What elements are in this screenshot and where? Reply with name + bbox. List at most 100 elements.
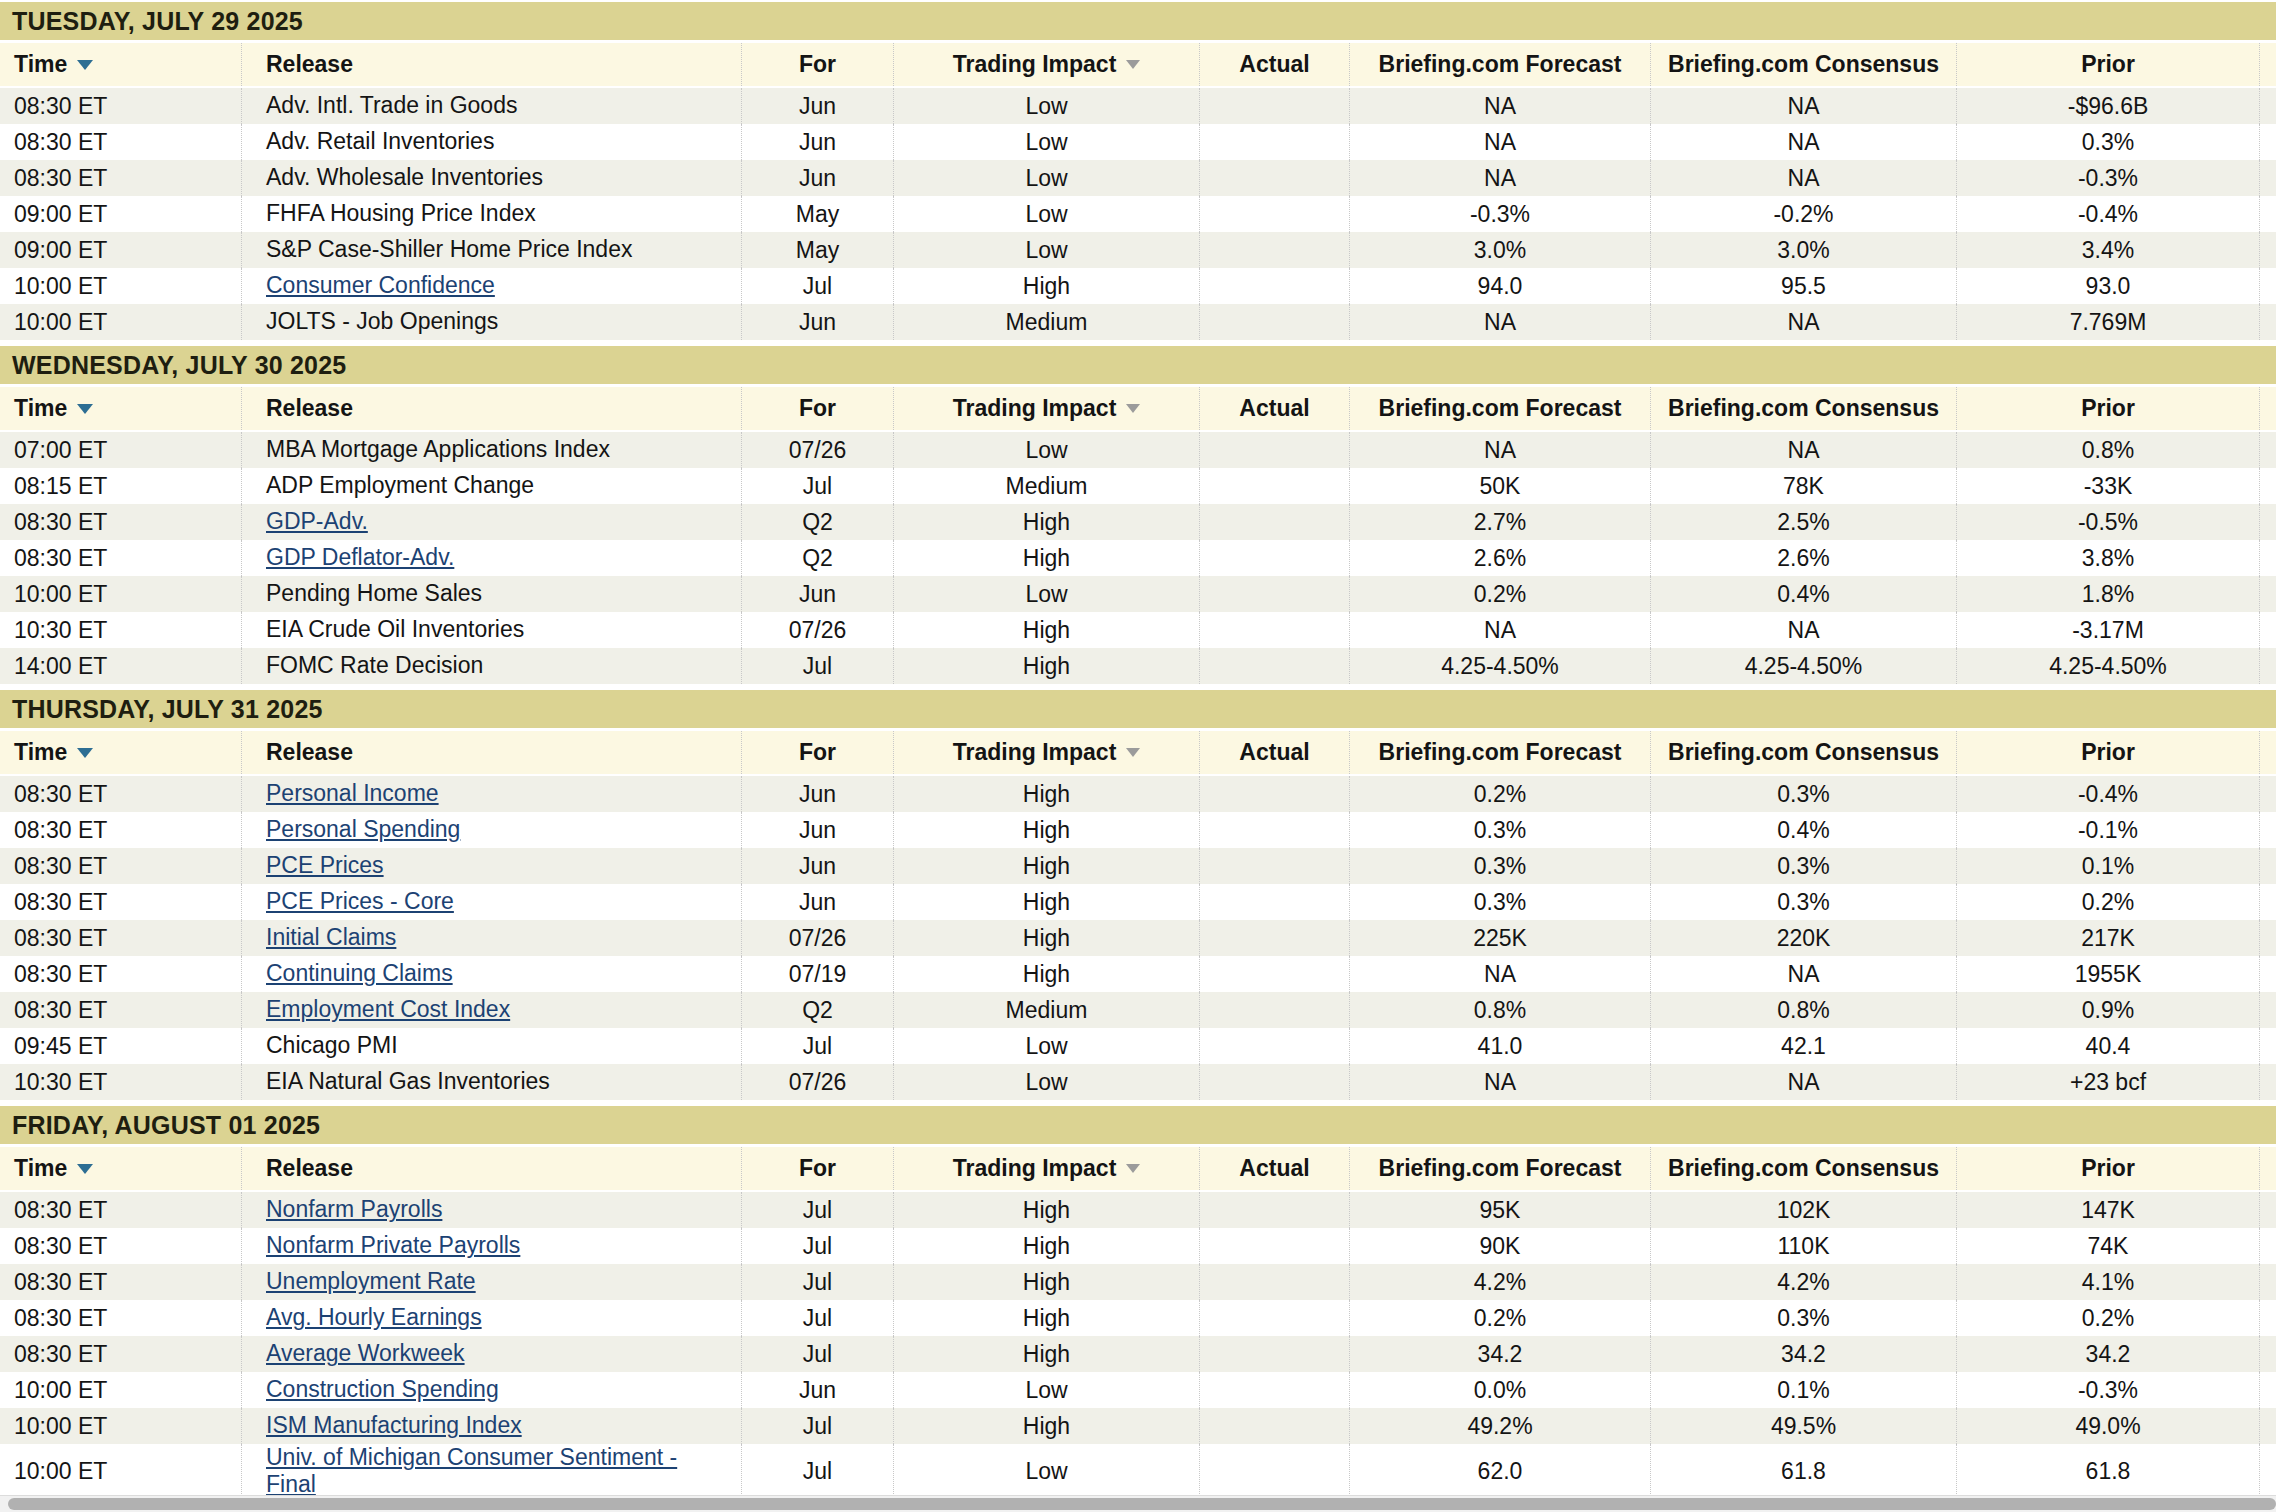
cell-value: 4.2% xyxy=(1474,1269,1526,1296)
table-row: 10:30 ETEIA Crude Oil Inventories07/26Hi… xyxy=(0,612,2276,648)
cell-prior: -$96.6B xyxy=(1957,88,2260,124)
cell-prior: -0.5% xyxy=(1957,504,2260,540)
row-spacer xyxy=(2260,776,2276,812)
cell-impact: High xyxy=(894,776,1200,812)
cell-value: 3.8% xyxy=(2082,545,2134,572)
cell-release: Unemployment Rate xyxy=(242,1264,742,1300)
release-link[interactable]: GDP-Adv. xyxy=(266,508,368,535)
release-link[interactable]: Avg. Hourly Earnings xyxy=(266,1304,482,1331)
cell-value: Jun xyxy=(799,781,836,808)
cell-value: 08:30 ET xyxy=(14,817,107,844)
column-header-time[interactable]: Time xyxy=(0,387,242,430)
horizontal-scrollbar[interactable] xyxy=(0,1495,2276,1512)
column-header-label: Release xyxy=(266,51,353,78)
release-link[interactable]: PCE Prices - Core xyxy=(266,888,454,915)
cell-value: NA xyxy=(1484,961,1516,988)
cell-consensus: 220K xyxy=(1651,920,1957,956)
cell-for: Jul xyxy=(742,1228,894,1264)
column-header-label: Prior xyxy=(2081,1155,2135,1182)
cell-prior: 0.2% xyxy=(1957,884,2260,920)
cell-value: 08:30 ET xyxy=(14,509,107,536)
cell-prior: 4.1% xyxy=(1957,1264,2260,1300)
release-link[interactable]: GDP Deflator-Adv. xyxy=(266,544,454,571)
cell-impact: Medium xyxy=(894,304,1200,340)
cell-value: NA xyxy=(1788,961,1820,988)
day-header: FRIDAY, AUGUST 01 2025 xyxy=(0,1106,2276,1144)
cell-value: High xyxy=(1023,1341,1070,1368)
sort-descending-icon[interactable] xyxy=(77,60,93,70)
sort-descending-icon[interactable] xyxy=(77,404,93,414)
cell-value: High xyxy=(1023,1269,1070,1296)
cell-forecast: NA xyxy=(1350,432,1651,468)
sort-descending-icon[interactable] xyxy=(77,748,93,758)
cell-time: 10:00 ET xyxy=(0,1372,242,1408)
release-link[interactable]: Initial Claims xyxy=(266,924,396,951)
cell-for: Jul xyxy=(742,1336,894,1372)
cell-forecast: 4.25-4.50% xyxy=(1350,648,1651,684)
cell-for: Jul xyxy=(742,648,894,684)
cell-value: 3.0% xyxy=(1777,237,1829,264)
sort-descending-icon[interactable] xyxy=(1126,404,1140,413)
cell-consensus: 4.2% xyxy=(1651,1264,1957,1300)
cell-consensus: 42.1 xyxy=(1651,1028,1957,1064)
cell-value: NA xyxy=(1788,437,1820,464)
cell-prior: -0.3% xyxy=(1957,1372,2260,1408)
table-row: 08:30 ETGDP-Adv.Q2High2.7%2.5%-0.5% xyxy=(0,504,2276,540)
release-link[interactable]: Unemployment Rate xyxy=(266,1268,476,1295)
column-header-time[interactable]: Time xyxy=(0,43,242,86)
cell-release: Adv. Intl. Trade in Goods xyxy=(242,88,742,124)
column-header-impact[interactable]: Trading Impact xyxy=(894,731,1200,774)
sort-descending-icon[interactable] xyxy=(1126,1164,1140,1173)
cell-time: 08:30 ET xyxy=(0,920,242,956)
release-link[interactable]: PCE Prices xyxy=(266,852,384,879)
cell-value: May xyxy=(796,237,839,264)
column-header-impact[interactable]: Trading Impact xyxy=(894,387,1200,430)
sort-descending-icon[interactable] xyxy=(1126,748,1140,757)
column-header-impact[interactable]: Trading Impact xyxy=(894,1147,1200,1190)
cell-impact: Low xyxy=(894,1028,1200,1064)
cell-value: 10:00 ET xyxy=(14,309,107,336)
release-link[interactable]: Univ. of Michigan Consumer Sentiment - F… xyxy=(266,1444,716,1498)
column-header-time[interactable]: Time xyxy=(0,1147,242,1190)
release-link[interactable]: Nonfarm Private Payrolls xyxy=(266,1232,520,1259)
sort-descending-icon[interactable] xyxy=(1126,60,1140,69)
row-spacer xyxy=(2260,1300,2276,1336)
cell-for: Jun xyxy=(742,576,894,612)
cell-value: 1.8% xyxy=(2082,581,2134,608)
column-header-prior: Prior xyxy=(1957,1147,2260,1190)
row-spacer xyxy=(2260,848,2276,884)
cell-value: 08:30 ET xyxy=(14,997,107,1024)
release-link[interactable]: Average Workweek xyxy=(266,1340,465,1367)
release-link[interactable]: Continuing Claims xyxy=(266,960,453,987)
cell-forecast: 3.0% xyxy=(1350,232,1651,268)
column-header-label: For xyxy=(799,51,836,78)
release-link[interactable]: Nonfarm Payrolls xyxy=(266,1196,442,1223)
cell-actual xyxy=(1200,776,1350,812)
cell-value: 93.0 xyxy=(2086,273,2131,300)
release-link[interactable]: Consumer Confidence xyxy=(266,272,495,299)
release-link[interactable]: Construction Spending xyxy=(266,1376,499,1403)
release-link[interactable]: ISM Manufacturing Index xyxy=(266,1412,522,1439)
column-header-impact[interactable]: Trading Impact xyxy=(894,43,1200,86)
cell-value: May xyxy=(796,201,839,228)
cell-actual xyxy=(1200,504,1350,540)
cell-value: 0.3% xyxy=(1474,889,1526,916)
cell-release: Personal Spending xyxy=(242,812,742,848)
cell-value: 0.8% xyxy=(1474,997,1526,1024)
cell-actual xyxy=(1200,992,1350,1028)
cell-time: 08:30 ET xyxy=(0,1336,242,1372)
cell-value: -3.17M xyxy=(2072,617,2144,644)
release-link[interactable]: Personal Spending xyxy=(266,816,460,843)
cell-value: -0.4% xyxy=(2078,201,2138,228)
cell-forecast: 94.0 xyxy=(1350,268,1651,304)
release-link[interactable]: Personal Income xyxy=(266,780,439,807)
row-spacer xyxy=(2260,540,2276,576)
column-header-time[interactable]: Time xyxy=(0,731,242,774)
day-section: WEDNESDAY, JULY 30 2025TimeReleaseForTra… xyxy=(0,346,2276,684)
sort-descending-icon[interactable] xyxy=(77,1164,93,1174)
cell-value: Jun xyxy=(799,165,836,192)
column-header-release: Release xyxy=(242,43,742,86)
release-link[interactable]: Employment Cost Index xyxy=(266,996,510,1023)
horizontal-scrollbar-thumb[interactable] xyxy=(8,1498,2276,1510)
cell-impact: Low xyxy=(894,124,1200,160)
